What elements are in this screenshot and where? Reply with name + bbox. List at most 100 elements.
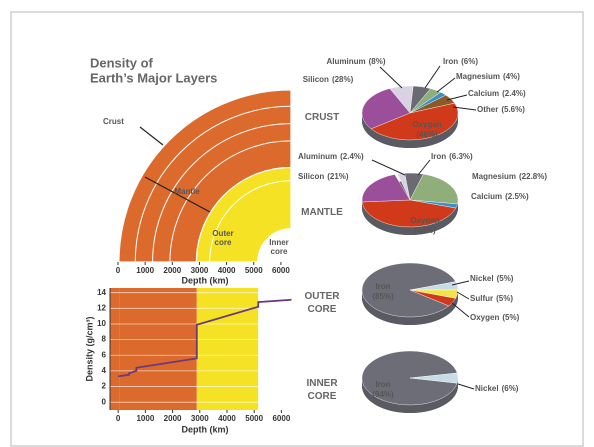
slice-label: Oxygen (46%) [412, 120, 441, 139]
x-axis-label: Depth (km) [182, 424, 229, 434]
leader-line [436, 77, 456, 93]
density-line [118, 298, 292, 378]
layer-title: INNER CORE [306, 378, 338, 402]
layer-title: MANTLE [301, 207, 343, 218]
slice-label: Magnesium (22.8%) [472, 172, 547, 181]
y-tick-label: 6 [102, 350, 107, 359]
slice-value: (5%) [497, 274, 514, 283]
leader-line [144, 176, 211, 213]
slice-label: Calcium (2.4%) [468, 89, 526, 98]
slice-value: (6.3%) [449, 152, 473, 161]
slice-label: Silicon (28%) [303, 75, 354, 84]
leader-line [371, 159, 406, 176]
slice-label: Oxygen (44%) [410, 216, 439, 235]
slice-value: (2.4%) [340, 152, 364, 161]
y-tick-label: 14 [97, 288, 106, 297]
y-tick-label: 0 [102, 397, 107, 406]
layer-label: Mantle [174, 187, 200, 196]
leader-line [417, 159, 431, 176]
slice-name: Sulfur [470, 294, 493, 303]
title-line: Earth’s Major Layers [90, 70, 217, 85]
leader-line [452, 106, 477, 111]
deco-arc [169, 140, 292, 263]
slice-name: Calcium [468, 89, 499, 98]
slice-name: Oxygen [470, 313, 499, 322]
slice-value: (8%) [369, 57, 386, 66]
slice-name: Other [477, 105, 498, 114]
y-tick-label: 8 [102, 335, 107, 344]
slice-label: Other (5.6%) [477, 105, 525, 114]
x-tick-label: 2000 [163, 266, 181, 275]
slice-label: Sulfur (5%) [470, 294, 513, 303]
slice-value: (28%) [332, 75, 354, 84]
slice-value: (6%) [502, 384, 519, 393]
leader-line [451, 302, 470, 318]
pie-slice [409, 289, 456, 307]
slice-value: (5%) [502, 313, 519, 322]
slice-label-line: (44%) [414, 226, 436, 235]
pie-slice [361, 88, 411, 130]
slice-value: (5%) [496, 294, 513, 303]
layer-band [196, 288, 259, 410]
x-tick-label: 0 [116, 266, 121, 275]
layer-band [258, 288, 292, 410]
y-axis-label: Density (g/cm³) [84, 316, 94, 381]
pie-slice [361, 262, 456, 318]
x-tick-label: 5000 [245, 266, 263, 275]
layer-label-line: Mantle [174, 187, 200, 196]
leader-line [457, 383, 475, 390]
layer-title-line: CORE [308, 391, 337, 402]
y-tick-label: 12 [97, 303, 106, 312]
slice-value: (2.5%) [505, 192, 529, 201]
slice-name: Silicon [298, 172, 324, 181]
frame [10, 11, 584, 447]
pie-slice [361, 350, 458, 406]
pie-slice [409, 173, 459, 205]
slice-name: Nickel [475, 384, 499, 393]
layer-label-line: Outer [212, 229, 233, 238]
layer-title-line: INNER [306, 378, 338, 389]
x-tick-label: 6000 [272, 414, 290, 423]
slice-label: Oxygen (5%) [470, 313, 520, 322]
layer-label-line: core [215, 238, 232, 247]
x-tick-label: 1000 [136, 414, 154, 423]
layer-title-line: OUTER [305, 291, 341, 302]
layer-label: Crust [103, 117, 124, 126]
slice-label: Silicon (21%) [298, 172, 349, 181]
slice-name: Aluminum [327, 57, 366, 66]
slice-label-line: (85%) [372, 292, 394, 301]
slice-name: Iron [431, 152, 446, 161]
x-tick-label: 3000 [191, 266, 209, 275]
slice-value: (2.4%) [502, 89, 526, 98]
slice-label: Iron (85%) [372, 282, 394, 301]
y-tick-label: 2 [102, 382, 107, 391]
layer-title-line: CORE [308, 304, 337, 315]
x-tick-label: 2000 [164, 414, 182, 423]
leader-line [379, 66, 403, 89]
slice-value: (22.8%) [519, 172, 547, 181]
layer-label: Inner core [269, 238, 289, 256]
slice-label: Nickel (6%) [475, 384, 519, 393]
slice-value: (21%) [327, 172, 349, 181]
slice-label: Iron (6.3%) [431, 152, 473, 161]
slice-name: Magnesium [472, 172, 516, 181]
slice-name: Aluminum [298, 152, 337, 161]
y-tick-label: 4 [102, 366, 107, 375]
layer-label-line: Inner [269, 238, 289, 247]
layer-title: CRUST [305, 112, 339, 123]
slice-value: (4%) [503, 72, 520, 81]
x-tick-label: 4000 [218, 266, 236, 275]
layer-label-line: Crust [103, 117, 124, 126]
x-tick-label: 1000 [136, 266, 154, 275]
slice-value: (6%) [461, 57, 478, 66]
leader-line [451, 280, 470, 286]
deco-arc [209, 180, 292, 263]
layer-title-line: CRUST [305, 112, 339, 123]
slice-label-line: (46%) [416, 130, 438, 139]
title-line: Density of [90, 55, 154, 70]
layer-band [110, 288, 120, 410]
slice-label: Iron (6%) [443, 57, 478, 66]
slice-name: Nickel [470, 274, 494, 283]
pie-slice [361, 174, 411, 203]
